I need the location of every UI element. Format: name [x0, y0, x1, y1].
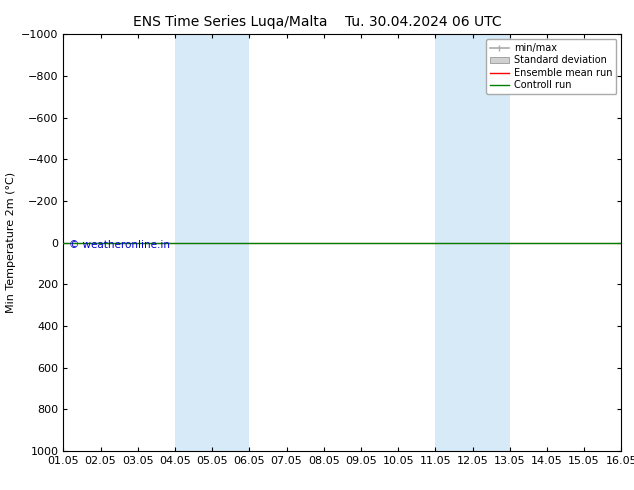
Text: © weatheronline.in: © weatheronline.in — [69, 240, 170, 249]
Legend: min/max, Standard deviation, Ensemble mean run, Controll run: min/max, Standard deviation, Ensemble me… — [486, 39, 616, 94]
Bar — [175, 34, 249, 451]
Y-axis label: Min Temperature 2m (°C): Min Temperature 2m (°C) — [6, 172, 16, 313]
Bar — [436, 34, 510, 451]
Text: ENS Time Series Luqa/Malta    Tu. 30.04.2024 06 UTC: ENS Time Series Luqa/Malta Tu. 30.04.202… — [133, 15, 501, 29]
